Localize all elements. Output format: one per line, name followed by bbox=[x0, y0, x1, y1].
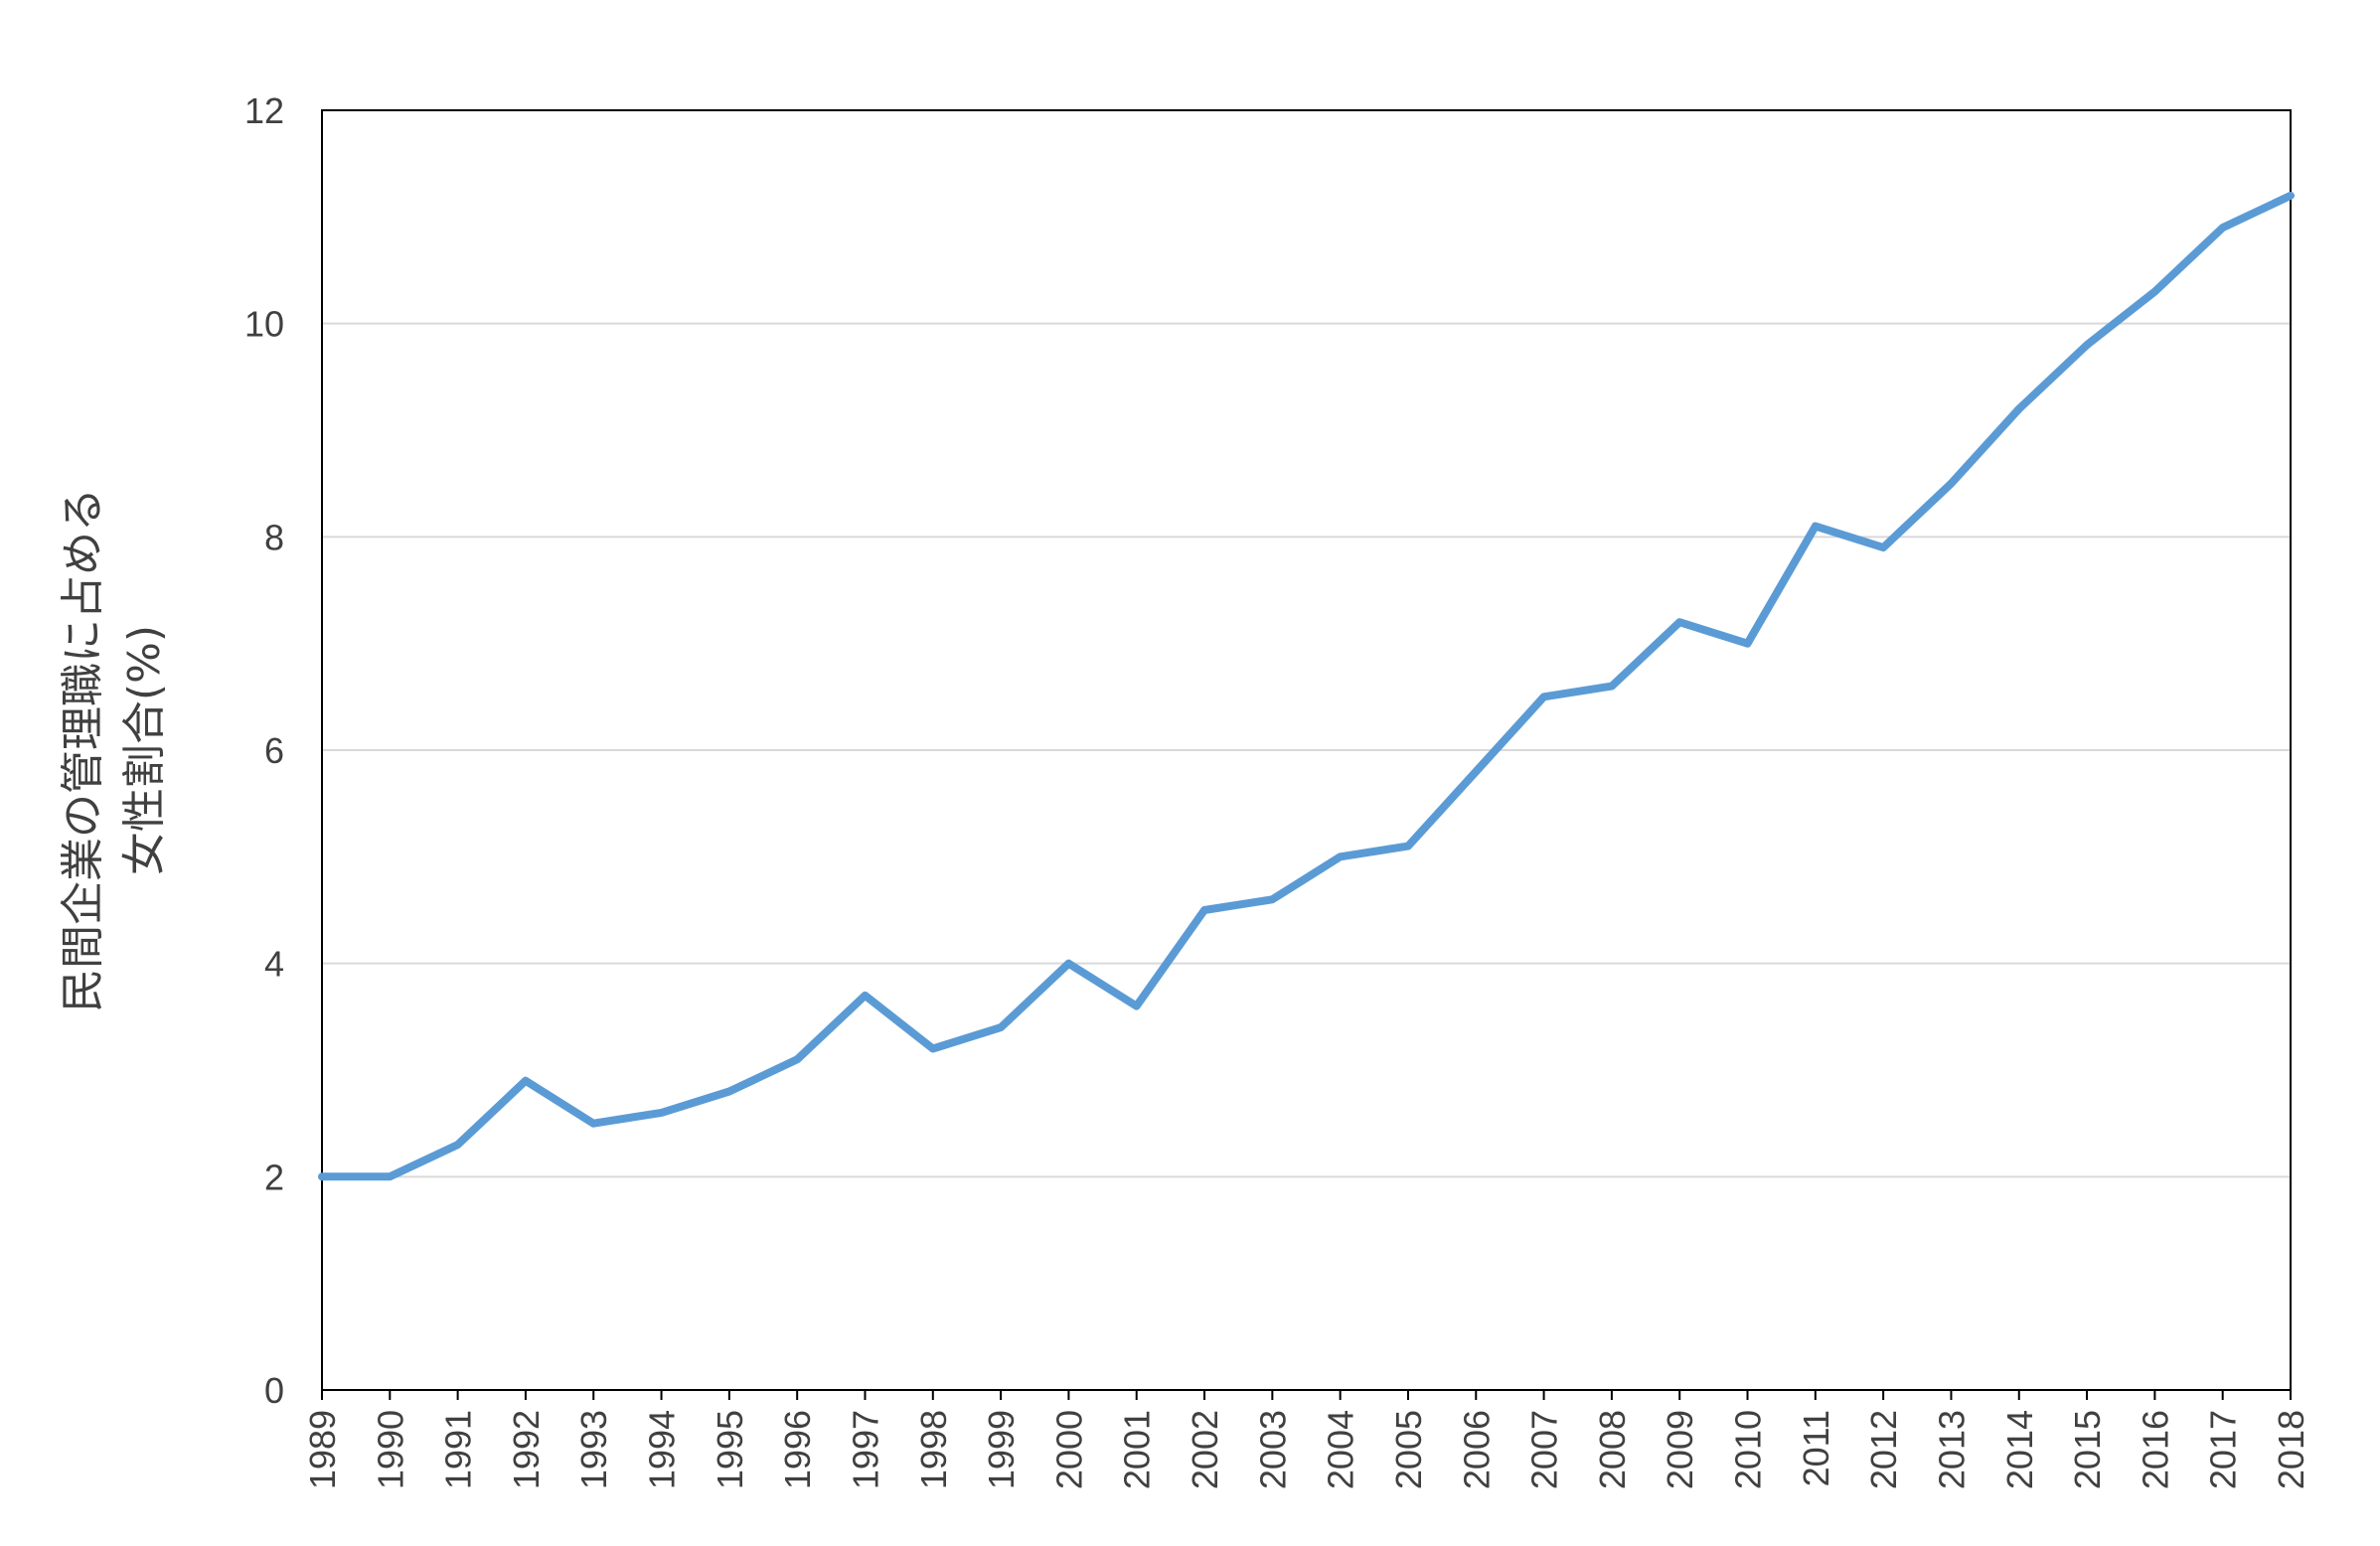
x-tick-label: 1991 bbox=[438, 1410, 479, 1489]
x-tick-label: 2014 bbox=[1999, 1410, 2040, 1489]
y-tick-label: 8 bbox=[264, 517, 284, 557]
y-tick-label: 10 bbox=[244, 304, 284, 345]
series-layer bbox=[318, 191, 2295, 1181]
x-tick-label: 1998 bbox=[913, 1410, 954, 1489]
y-tick-label: 4 bbox=[264, 944, 284, 985]
y-axis-title-line-2: 女性割合(%) bbox=[119, 625, 170, 875]
x-tick-label: 2004 bbox=[1321, 1410, 1361, 1489]
x-tick-label: 2015 bbox=[2067, 1410, 2108, 1489]
x-tick-label: 1992 bbox=[506, 1410, 547, 1489]
x-tick-label: 2002 bbox=[1185, 1410, 1225, 1489]
x-tick-label: 2005 bbox=[1388, 1410, 1429, 1489]
x-tick-label: 2010 bbox=[1728, 1410, 1769, 1489]
y-axis-title-line-1: 民間企業の管理職に占める bbox=[58, 488, 108, 1012]
series-line bbox=[318, 191, 2295, 1181]
x-axis-ticks: 1989 1990 1991 1992 1993 1994 1995 1996 1997 1998… bbox=[302, 1390, 2311, 1489]
x-tick-label: 2008 bbox=[1592, 1410, 1633, 1489]
x-tick-label: 1990 bbox=[370, 1410, 410, 1489]
x-tick-label: 2017 bbox=[2203, 1410, 2244, 1489]
x-tick-label: 2018 bbox=[2271, 1410, 2311, 1489]
x-tick-label: 2000 bbox=[1048, 1410, 1089, 1489]
y-tick-label: 0 bbox=[264, 1370, 284, 1411]
x-tick-label: 1999 bbox=[981, 1410, 1022, 1489]
x-tick-label: 1989 bbox=[302, 1410, 343, 1489]
y-tick-label: 2 bbox=[264, 1157, 284, 1197]
gridlines bbox=[322, 322, 2291, 1178]
x-tick-label: 1996 bbox=[777, 1410, 818, 1489]
y-tick-label: 12 bbox=[244, 90, 284, 131]
x-tick-label: 2016 bbox=[2135, 1410, 2175, 1489]
x-tick-label: 1994 bbox=[642, 1410, 683, 1489]
x-tick-label: 2011 bbox=[1796, 1410, 1836, 1486]
x-tick-label: 2009 bbox=[1660, 1410, 1700, 1489]
x-tick-label: 1993 bbox=[573, 1410, 614, 1489]
x-tick-label: 2007 bbox=[1524, 1410, 1565, 1489]
y-axis-ticks: 0 2 4 6 8 10 12 bbox=[244, 90, 284, 1411]
x-tick-label: 2006 bbox=[1456, 1410, 1497, 1489]
x-tick-label: 2013 bbox=[1931, 1410, 1972, 1489]
y-tick-label: 6 bbox=[264, 730, 284, 771]
plot-area bbox=[321, 109, 2292, 1391]
x-tick-label: 2001 bbox=[1117, 1410, 1158, 1489]
x-tick-label: 1997 bbox=[845, 1410, 885, 1489]
x-tick-label: 1995 bbox=[710, 1410, 750, 1489]
x-tick-label: 2012 bbox=[1863, 1410, 1904, 1489]
x-tick-label: 2003 bbox=[1252, 1410, 1293, 1489]
